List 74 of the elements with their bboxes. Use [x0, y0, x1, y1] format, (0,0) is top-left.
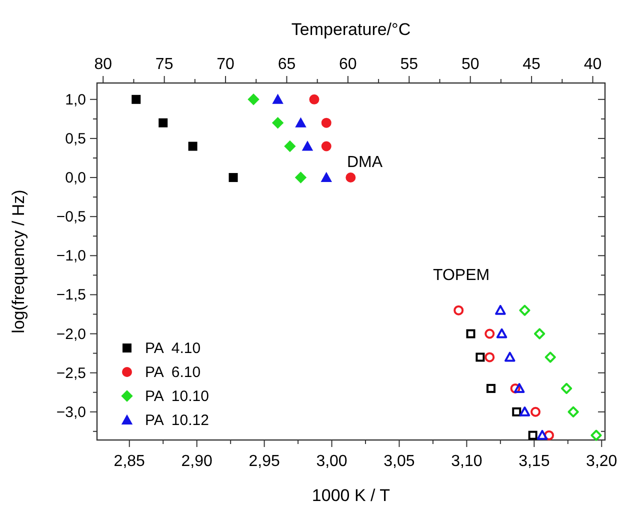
point	[272, 94, 284, 104]
point	[132, 94, 141, 104]
annotation: TOPEM	[433, 267, 490, 284]
point	[484, 328, 495, 339]
point	[295, 117, 306, 128]
point	[302, 140, 314, 151]
y-tick-label: −1,0	[56, 248, 86, 265]
point	[536, 430, 548, 440]
x2-axis-title: Temperature/°C	[291, 20, 411, 39]
point	[568, 406, 579, 418]
point	[272, 116, 284, 129]
annotation: DMA	[347, 154, 383, 171]
y-axis-title: log(frequency / Hz)	[9, 190, 28, 334]
point	[294, 172, 307, 184]
point	[346, 172, 356, 183]
x2-tick-label: 60	[339, 56, 357, 73]
point	[519, 406, 530, 416]
x2-tick-label: 70	[216, 56, 235, 73]
y-tick-label: −1,5	[56, 286, 86, 304]
point	[510, 383, 520, 394]
y-tick-label: −3,0	[56, 404, 86, 421]
point	[544, 352, 556, 363]
point	[484, 352, 495, 362]
point	[560, 382, 572, 394]
point	[590, 430, 602, 441]
x-tick-label: 2,90	[181, 453, 213, 470]
point	[514, 383, 525, 393]
point	[530, 406, 541, 417]
x-tick-label: 3,10	[451, 453, 482, 470]
point	[534, 328, 546, 340]
point	[476, 352, 485, 362]
y-tick-label: 1,0	[65, 91, 86, 108]
point	[519, 304, 530, 316]
point	[486, 384, 496, 393]
legend-label: PA 6.10	[145, 364, 201, 381]
legend-label: PA 10.10	[145, 388, 209, 405]
point	[528, 430, 538, 440]
legend-label: PA 10.12	[145, 412, 209, 429]
x-tick-label: 3,20	[586, 453, 618, 470]
x-tick-label: 2,95	[248, 453, 280, 470]
point	[188, 142, 198, 151]
x-tick-label: 3,00	[316, 453, 348, 470]
x-tick-label: 3,15	[518, 453, 550, 470]
point	[248, 94, 260, 106]
point	[454, 305, 464, 316]
legend-label: PA 4.10	[145, 340, 201, 357]
point	[321, 118, 332, 128]
y-tick-label: 0,5	[65, 130, 86, 148]
x2-tick-label: 65	[278, 56, 296, 73]
point	[504, 352, 516, 362]
x2-tick-label: 40	[584, 56, 602, 73]
point	[284, 140, 296, 152]
point	[321, 141, 332, 152]
y-tick-label: −2,5	[56, 364, 86, 382]
x2-tick-label: 75	[155, 56, 174, 73]
point	[158, 118, 168, 128]
y-tick-label: −2,0	[56, 326, 86, 343]
x-tick-label: 2,85	[114, 453, 146, 470]
x-tick-label: 3,05	[384, 453, 415, 470]
point	[320, 172, 332, 182]
x2-tick-label: 50	[461, 56, 480, 73]
x2-tick-label: 45	[522, 56, 541, 73]
y-tick-label: −0,5	[56, 208, 86, 226]
point	[496, 328, 508, 338]
point	[544, 430, 554, 440]
point	[228, 173, 238, 182]
point	[495, 304, 506, 315]
point	[512, 407, 522, 416]
y-tick-label: 0,0	[65, 170, 86, 187]
point	[309, 94, 320, 104]
x2-tick-label: 80	[94, 56, 112, 73]
point	[466, 329, 476, 338]
x-axis-title: 1000 K / T	[312, 486, 390, 505]
x2-tick-label: 55	[400, 56, 418, 73]
